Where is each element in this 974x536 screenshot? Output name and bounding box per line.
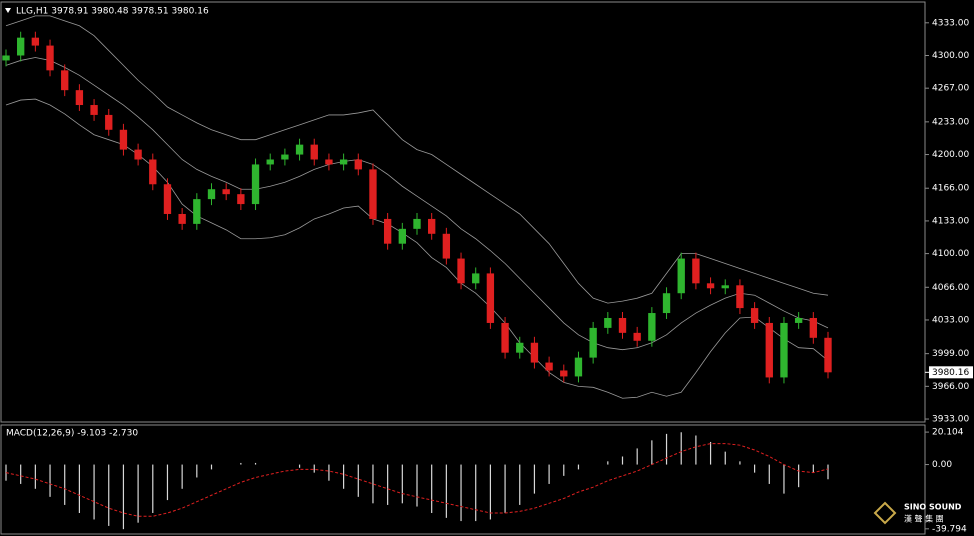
candle-body — [325, 159, 333, 165]
candle-body — [134, 149, 142, 160]
candle-body — [530, 342, 539, 363]
y-tick-label: 4033.00 — [932, 315, 969, 325]
candle-body — [780, 322, 788, 378]
chart-header: LLG,H1 3978.91 3980.48 3978.51 3980.16 — [16, 7, 209, 17]
candle-body — [266, 159, 274, 165]
candle-body — [413, 218, 421, 229]
main-panel-frame — [0, 1, 926, 423]
y-tick-label: -39.794 — [932, 524, 967, 534]
candle-body — [765, 322, 773, 378]
y-tick-label: 4200.00 — [932, 150, 969, 160]
candle-body — [486, 273, 495, 323]
candle-body — [2, 55, 10, 61]
candle-body — [604, 317, 612, 328]
y-tick-label: 4166.00 — [932, 184, 969, 194]
candle-body — [677, 258, 685, 294]
y-tick-label: 3966.00 — [932, 382, 969, 392]
y-tick-label: 3999.00 — [932, 349, 969, 359]
y-tick-label: 4233.00 — [932, 117, 969, 127]
candle-body — [31, 37, 40, 46]
candle-body — [692, 258, 700, 284]
logo-name: SINO SOUND — [904, 503, 962, 512]
candle-body — [163, 184, 172, 214]
bollinger-band — [5, 57, 829, 351]
candle-body — [750, 308, 759, 323]
candle-body — [281, 154, 289, 160]
bollinger-band — [5, 98, 829, 399]
y-tick-label: 4066.00 — [932, 283, 969, 293]
y-tick-label: 3933.00 — [932, 415, 969, 425]
candle-body — [472, 273, 480, 284]
candle-body — [457, 258, 465, 284]
candle-body — [46, 45, 54, 71]
candle-body — [545, 362, 553, 371]
candle-body — [119, 129, 128, 150]
signal-line — [5, 443, 829, 517]
candle-body — [310, 144, 318, 160]
y-tick-label: 20.104 — [932, 428, 964, 438]
candle-body — [398, 228, 406, 244]
y-tick-label: 0.00 — [932, 460, 952, 470]
candle-body — [574, 357, 583, 377]
y-tick-label: 4133.00 — [932, 216, 969, 226]
candle-body — [633, 332, 641, 341]
y-tick-label: 4267.00 — [932, 84, 969, 94]
candle-body — [516, 342, 524, 353]
candle-body — [809, 317, 817, 338]
candle-body — [501, 322, 509, 353]
macd-panel-frame — [0, 424, 926, 535]
candle-body — [222, 189, 230, 195]
bollinger-band — [5, 15, 829, 304]
candle-body — [383, 218, 392, 244]
menu-arrow[interactable] — [5, 8, 11, 13]
candle-body — [428, 218, 436, 234]
y-tick-label: 4100.00 — [932, 249, 969, 259]
candle-body — [61, 70, 69, 91]
last-price-box — [929, 366, 973, 379]
candle-body — [794, 317, 803, 323]
y-tick-label: 4333.00 — [932, 18, 969, 28]
candle-body — [369, 169, 377, 219]
candle-body — [736, 285, 744, 309]
candle-body — [662, 293, 671, 314]
last-price-label: 3980.16 — [932, 368, 969, 378]
candle-body — [560, 370, 568, 377]
candle-body — [618, 317, 627, 333]
candle-body — [207, 189, 216, 200]
candle-body — [721, 285, 729, 289]
candle-body — [295, 144, 304, 155]
y-tick-label: 4300.00 — [932, 51, 969, 61]
candle-body — [251, 164, 260, 205]
candle-body — [149, 159, 157, 185]
logo-subtitle: 漢 聲 集 團 — [904, 514, 944, 524]
candle-body — [589, 327, 597, 358]
candle-body — [105, 114, 113, 130]
candle-body — [193, 199, 201, 224]
candle-body — [339, 159, 348, 165]
candle-body — [75, 90, 84, 106]
candle-body — [442, 233, 451, 259]
candle-body — [824, 337, 832, 373]
candle-body — [706, 283, 715, 289]
candle-body — [354, 159, 362, 170]
candle-body — [17, 37, 25, 56]
macd-header: MACD(12,26,9) -9.103 -2.730 — [6, 429, 138, 439]
logo-mark — [873, 501, 897, 525]
candle-body — [648, 313, 656, 341]
candle-body — [178, 213, 186, 224]
candle-body — [237, 194, 245, 205]
candle-body — [90, 105, 98, 115]
